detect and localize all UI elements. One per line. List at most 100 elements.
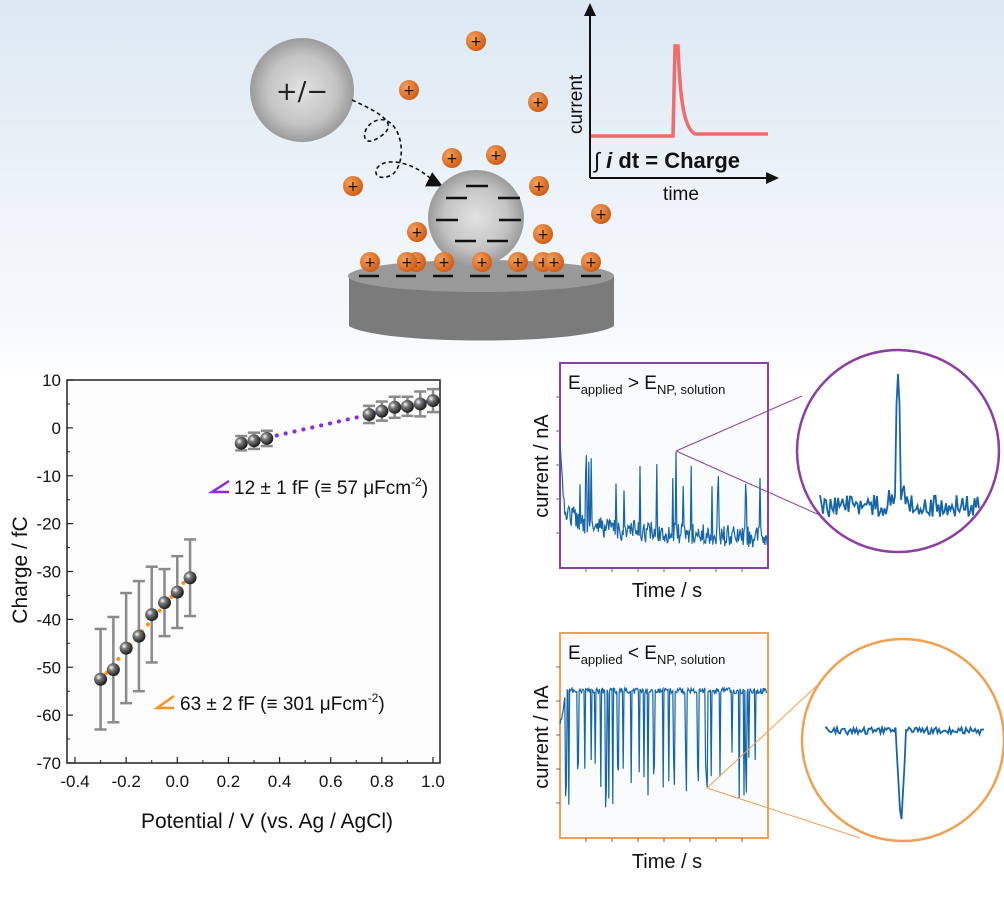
zoom-line (706, 787, 861, 839)
y-tick-label: -70 (36, 754, 61, 773)
data-point (94, 672, 108, 686)
cation-icon: + (466, 31, 486, 51)
zoom-line (706, 679, 824, 789)
svg-text:+: + (347, 179, 359, 195)
y-tick-label: -60 (36, 706, 61, 725)
panel-y-label: current / nA (531, 414, 553, 518)
svg-text:+: + (476, 255, 488, 271)
data-point (413, 397, 427, 411)
data-point (400, 399, 414, 413)
zoomed-spike-trace (819, 373, 980, 518)
y-tick-label: -40 (36, 610, 61, 629)
inset-equation: ∫ i dt = Charge (592, 148, 740, 173)
panel-y-label: current / nA (531, 685, 553, 789)
data-point (388, 400, 402, 414)
svg-text:+: + (446, 151, 458, 167)
data-point (183, 571, 197, 585)
chart-y-label: Charge / fC (9, 516, 32, 623)
x-tick-label: 0.6 (319, 772, 343, 791)
cation-icon: + (442, 148, 462, 168)
inset-x-label: time (663, 184, 699, 205)
svg-text:12 ± 1 fF (≡ 57 μFcm-2): 12 ± 1 fF (≡ 57 μFcm-2) (234, 475, 428, 499)
svg-text:+: + (470, 34, 482, 50)
y-tick-label: -50 (36, 658, 61, 677)
data-point (234, 436, 248, 450)
zoom-line (675, 395, 803, 452)
inset-y-arrow-icon (584, 3, 596, 16)
zoom-circle (800, 637, 1004, 843)
annotation-high: 12 ± 1 fF (≡ 57 μFcm-2) (207, 475, 428, 499)
data-point (119, 641, 133, 655)
panel-condition-label: Eapplied < ENP, solution (568, 643, 725, 667)
data-point (145, 608, 159, 622)
cation-icon: + (399, 80, 419, 100)
svg-text:63 ± 2 fF (≡ 301 μFcm-2): 63 ± 2 fF (≡ 301 μFcm-2) (180, 691, 385, 715)
panel-frame (559, 362, 769, 569)
cation-icon: + (486, 145, 506, 165)
data-point (247, 434, 261, 448)
slope-icon-purple (207, 479, 230, 494)
chart-x-label: Potential / V (vs. Ag / AgCl) (141, 810, 393, 833)
x-tick-label: 0.8 (370, 772, 394, 791)
free-nanoparticle: +/− (250, 38, 354, 142)
cation-icon: + (508, 252, 528, 272)
y-tick-label: 10 (42, 371, 61, 390)
x-tick-label: 0.0 (165, 772, 189, 791)
svg-text:+: + (537, 227, 549, 243)
free-particle-label: +/− (276, 77, 328, 107)
nanoparticle-surface-charges (436, 184, 521, 243)
cation-icon: + (472, 252, 492, 272)
svg-text:+: + (585, 255, 597, 271)
svg-text:+: + (548, 255, 560, 271)
svg-text:+: + (595, 207, 607, 223)
cation-icon: + (533, 224, 553, 244)
data-point (158, 596, 171, 610)
cation-icon: + (360, 252, 380, 272)
x-tick-label: 0.4 (268, 772, 292, 791)
cation-icon: + (591, 204, 611, 224)
chart-ticks: 10 0 -10 -20 -30 -40 -50 -60 -70-0.4 -0.2 0.0 0.2 0.… (36, 371, 444, 791)
y-tick-label: -20 (36, 515, 61, 534)
panel-ticks (556, 666, 743, 842)
data-point (106, 663, 120, 677)
slope-icon-orange (153, 694, 175, 710)
svg-text:+: + (403, 83, 415, 99)
svg-text:+: + (512, 255, 524, 271)
transient-panel-cathodic: Eapplied < ENP, solution current / nA Ti… (531, 632, 1004, 873)
cations: +++++++++++++++++++ (343, 31, 611, 272)
current-trace (559, 685, 768, 808)
svg-text:+: + (411, 225, 423, 241)
svg-text:+: + (490, 148, 502, 164)
cation-icon: + (397, 252, 417, 272)
panel-x-label: Time / s (632, 580, 702, 602)
cation-icon: + (529, 176, 549, 196)
inset-current-time-plot: current time ∫ i dt = Charge (566, 3, 779, 205)
svg-text:+: + (401, 255, 413, 271)
svg-text:+: + (364, 255, 376, 271)
svg-text:+: + (533, 179, 545, 195)
current-trace (559, 442, 768, 548)
x-tick-label: 1.0 (421, 772, 445, 791)
cation-icon: + (343, 176, 363, 196)
panel-x-label: Time / s (632, 851, 702, 873)
inset-y-label: current (566, 74, 587, 134)
cation-icon: + (434, 252, 454, 272)
inset-x-arrow-icon (766, 172, 779, 184)
data-point (170, 585, 184, 599)
cation-icon: + (544, 252, 564, 272)
chart-points (94, 394, 440, 686)
y-tick-label: -10 (36, 467, 61, 486)
data-point (426, 394, 440, 408)
zoomed-spike-trace (825, 724, 985, 820)
svg-text:+: + (537, 255, 549, 271)
x-tick-label: 0.2 (217, 772, 241, 791)
panel-condition-label: Eapplied > ENP, solution (568, 373, 725, 397)
svg-text:+: + (532, 95, 544, 111)
x-tick-label: -0.4 (60, 772, 89, 791)
x-tick-label: -0.2 (111, 772, 140, 791)
inset-current-trace (591, 44, 768, 138)
data-point (362, 407, 376, 421)
